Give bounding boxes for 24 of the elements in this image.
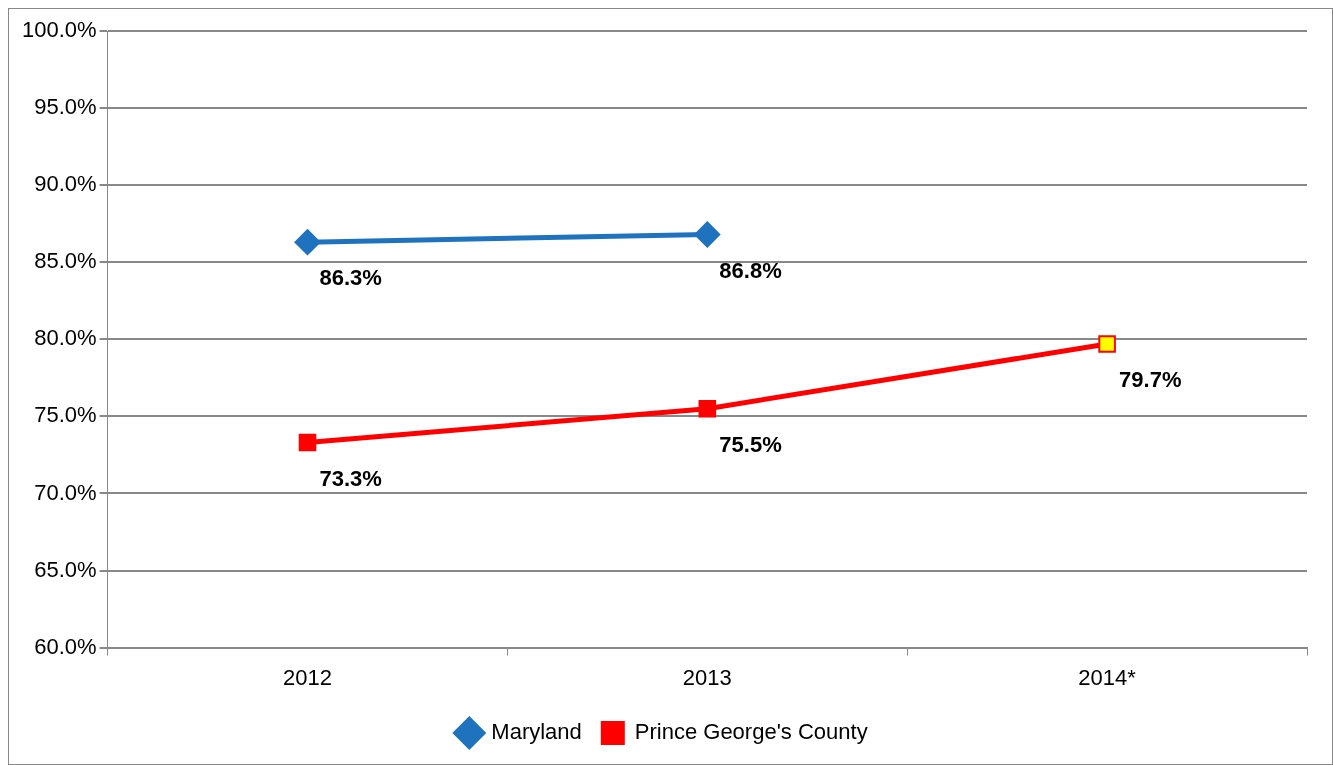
data-label: 75.5%	[719, 431, 782, 457]
x-tick-label: 2014*	[1078, 664, 1137, 690]
point	[294, 229, 321, 256]
y-tick-label: 75.0%	[34, 402, 97, 428]
y-tick-label: 70.0%	[34, 479, 97, 505]
y-tick-label: 65.0%	[34, 556, 97, 582]
x-tick-label: 2012	[283, 664, 332, 690]
point	[694, 221, 721, 248]
data-label: 86.8%	[719, 257, 782, 283]
y-tick-label: 95.0%	[34, 94, 97, 120]
y-tick-label: 85.0%	[34, 248, 97, 274]
legend-label: Maryland	[491, 719, 582, 745]
y-tick-label: 100.0%	[21, 17, 97, 43]
y-tick-label: 90.0%	[34, 171, 97, 197]
data-label: 86.3%	[319, 265, 382, 291]
y-tick-label: 80.0%	[34, 325, 97, 351]
point	[298, 433, 317, 452]
data-label: 73.3%	[319, 465, 382, 491]
data-label: 79.7%	[1119, 366, 1182, 392]
point	[698, 399, 717, 418]
legend-label: Prince George's County	[634, 719, 868, 745]
y-tick-label: 60.0%	[34, 633, 97, 659]
point	[1098, 335, 1116, 353]
x-tick-label: 2013	[682, 664, 732, 690]
